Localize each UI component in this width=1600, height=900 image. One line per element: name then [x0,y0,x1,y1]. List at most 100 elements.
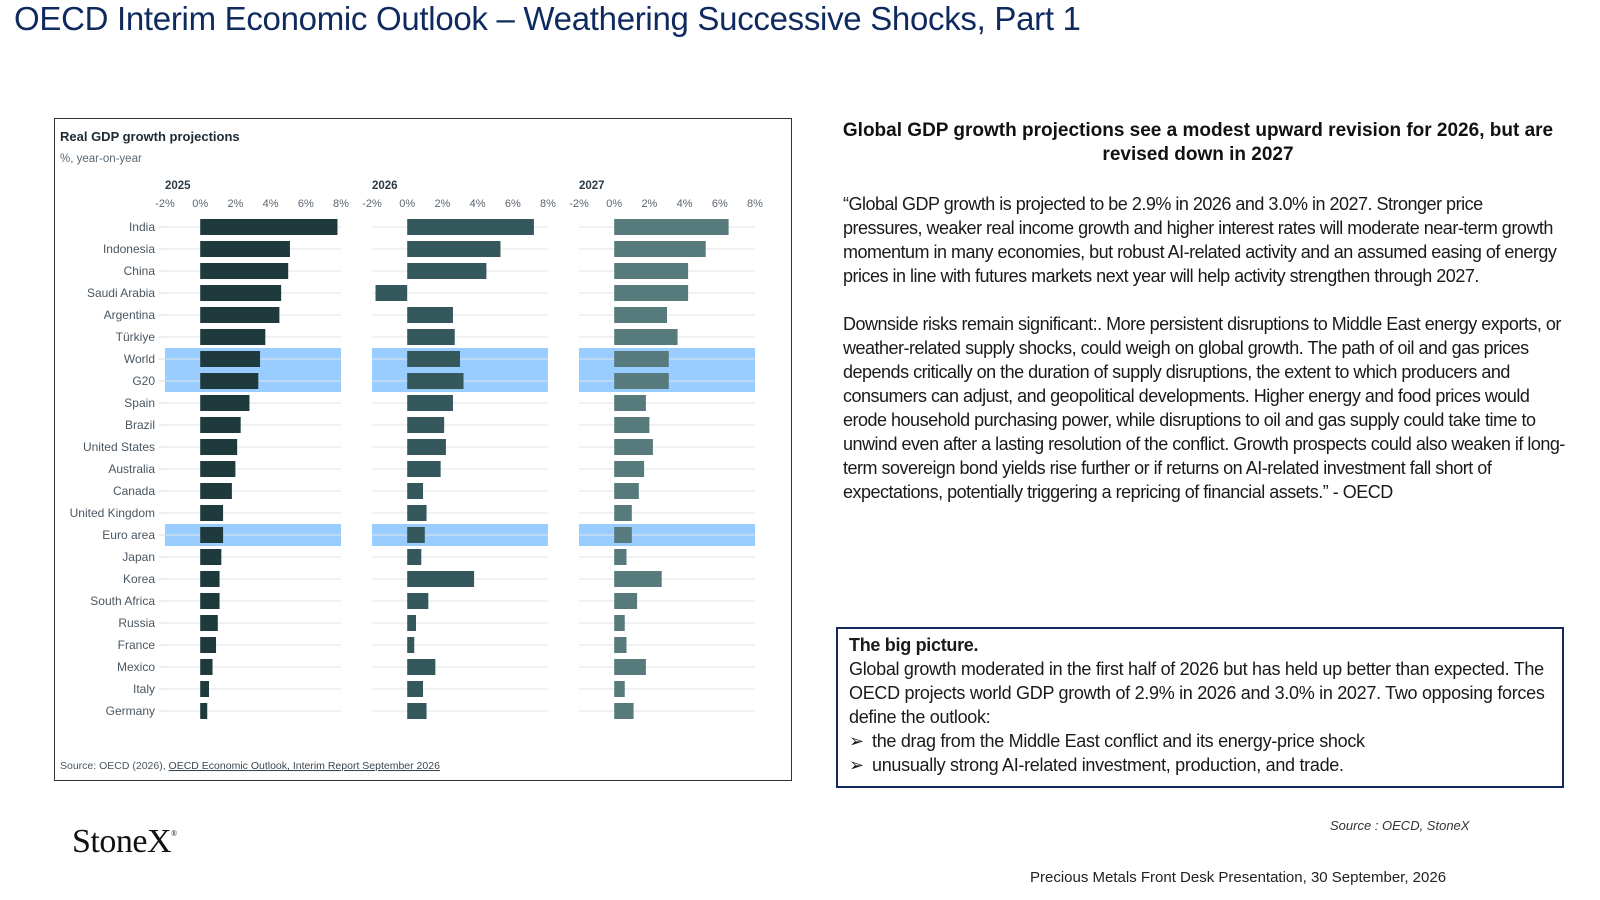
bar-2025 [200,483,232,499]
bar-2026 [407,681,424,697]
bar-2027 [614,439,653,455]
x-tick-label: 8% [540,198,556,210]
bar-2026 [407,637,415,653]
category-label: Spain [124,396,155,410]
bar-2027 [614,681,625,697]
bar-2027 [614,483,639,499]
bar-2027 [614,395,646,411]
big-picture-list: ➢ the drag from the Middle East conflict … [849,729,1552,777]
x-tick-label: 8% [747,198,763,210]
bar-2025 [200,593,220,609]
list-item: ➢ unusually strong AI-related investment,… [849,753,1552,777]
bar-2027 [614,241,706,257]
bar-2027 [614,417,650,433]
bar-2025 [200,681,209,697]
list-item-text: unusually strong AI-related investment, … [872,755,1344,775]
bar-2026 [407,219,534,235]
category-label: United States [83,440,155,454]
bar-2025 [200,373,259,389]
bar-2025 [200,703,208,719]
bar-2025 [200,307,280,323]
bar-2026 [407,395,453,411]
category-label: China [124,264,156,278]
chart-source: Source: OECD (2026), OECD Economic Outlo… [60,760,440,772]
footer-text: Precious Metals Front Desk Presentation,… [1030,869,1447,886]
x-tick-label: 2% [434,198,450,210]
quote-paragraph-1: “Global GDP growth is projected to be 2.… [843,194,1557,286]
headline: Global GDP growth projections see a mode… [842,120,1554,165]
category-label: Türkiye [116,330,156,344]
category-label: United Kingdom [70,506,155,520]
bar-2025 [200,461,236,477]
bar-2027 [614,219,729,235]
big-picture-body: Global growth moderated in the first hal… [849,659,1545,727]
category-label: Saudi Arabia [87,286,155,300]
x-tick-label: 0% [606,198,622,210]
x-tick-label: 4% [263,198,279,210]
chart-source-link[interactable]: OECD Economic Outlook, Interim Report Se… [169,760,441,772]
x-tick-label: 0% [399,198,415,210]
big-picture-heading: The big picture. [849,635,979,655]
arrow-bullet-icon: ➢ [849,731,864,751]
slide-source: Source : OECD, StoneX [1330,818,1470,833]
bar-2025 [200,439,238,455]
logo-text: StoneX [72,823,172,860]
bar-2027 [614,571,662,587]
bar-2026 [375,285,408,301]
bar-2026 [407,417,445,433]
oecd-quote: “Global GDP growth is projected to be 2.… [843,192,1565,528]
bar-2026 [407,703,427,719]
x-tick-label: -2% [362,198,382,210]
list-item: ➢ the drag from the Middle East conflict … [849,729,1552,753]
bar-2026 [407,461,441,477]
bar-2025 [200,549,222,565]
bar-2026 [407,307,453,323]
bar-2026 [407,483,424,499]
x-tick-label: 6% [505,198,521,210]
category-label: Argentina [104,308,156,322]
panel-year-label: 2027 [579,180,605,192]
x-tick-label: 6% [712,198,728,210]
bar-2026 [407,549,422,565]
x-tick-label: 6% [298,198,314,210]
bar-2026 [407,439,446,455]
bar-2025 [200,241,290,257]
bar-2026 [407,241,501,257]
bar-2027 [614,329,678,345]
category-label: Korea [123,572,155,586]
bar-2027 [614,307,667,323]
bar-2027 [614,263,689,279]
bar-2025 [200,395,250,411]
bar-2026 [407,351,460,367]
bar-2027 [614,549,627,565]
bar-2027 [614,593,638,609]
category-label: India [129,220,155,234]
chart-title: Real GDP growth projections [60,129,240,144]
chart-panels: India Indonesia China Saudi Arabia Argentina… [70,180,763,719]
x-tick-label: 4% [470,198,486,210]
category-label: G20 [132,374,155,388]
bar-2026 [407,373,464,389]
big-picture-box: The big picture. Global growth moderated… [836,627,1564,788]
bar-2026 [407,593,429,609]
category-label: World [124,352,155,366]
chart-source-prefix: Source: OECD (2026), [60,760,169,772]
category-label: Russia [118,616,155,630]
category-label: Germany [106,704,155,718]
x-tick-label: 4% [677,198,693,210]
bar-2025 [200,329,266,345]
slide-title: OECD Interim Economic Outlook – Weatheri… [14,0,1081,37]
bar-2025 [200,263,289,279]
chart-subtitle: %, year-on-year [60,153,142,165]
bar-2026 [407,505,427,521]
category-label: Mexico [117,660,155,674]
category-label: Euro area [102,528,155,542]
x-tick-label: -2% [155,198,175,210]
bar-2025 [200,417,241,433]
category-label: Indonesia [103,242,155,256]
bar-2026 [407,615,416,631]
bar-2027 [614,637,627,653]
list-item-text: the drag from the Middle East conflict a… [872,731,1365,751]
bar-2026 [407,659,436,675]
panel-year-label: 2025 [165,180,191,192]
